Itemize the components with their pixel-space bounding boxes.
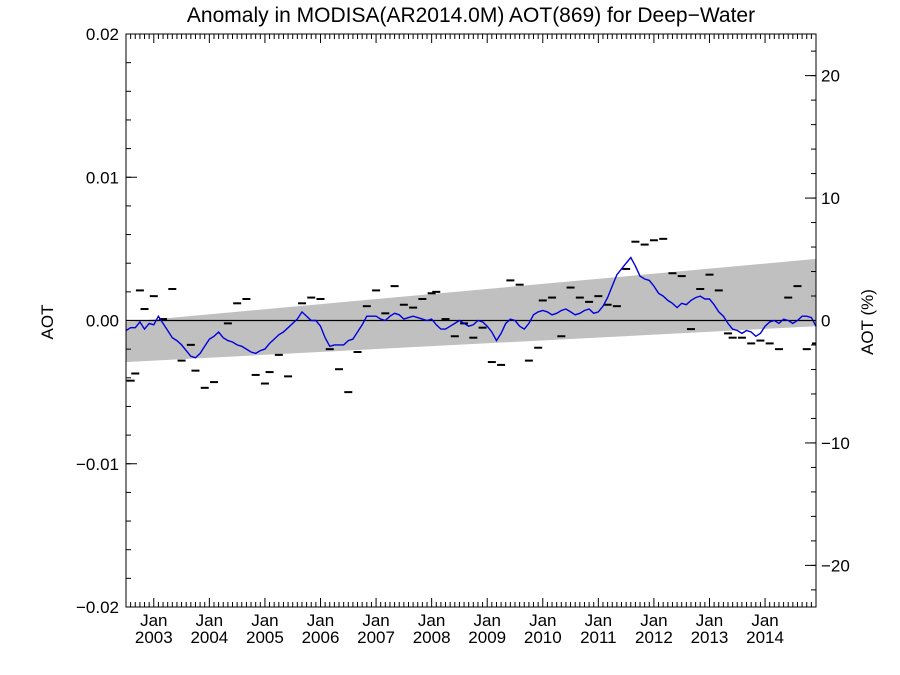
x-tick-label-year: 2013 [691, 628, 729, 647]
x-tick-label-year: 2010 [524, 628, 562, 647]
x-tick-label-year: 2008 [413, 628, 451, 647]
x-tick-label-month: Jan [196, 611, 223, 630]
x-tick-label-month: Jan [251, 611, 278, 630]
series-line [126, 256, 816, 359]
chart-title: Anomaly in MODISA(AR2014.0M) AOT(869) fo… [187, 4, 755, 27]
x-tick-label-year: 2006 [302, 628, 340, 647]
x-tick-label-month: Jan [473, 611, 500, 630]
x-tick-label-month: Jan [585, 611, 612, 630]
y-tick-label-left: −0.02 [76, 598, 119, 617]
x-tick-label-month: Jan [751, 611, 778, 630]
y-tick-label-right: 0 [821, 312, 830, 331]
x-tick-label-year: 2005 [246, 628, 284, 647]
x-tick-label-year: 2014 [746, 628, 784, 647]
plot-area [126, 237, 816, 394]
x-tick-label-month: Jan [640, 611, 667, 630]
x-tick-label-year: 2007 [357, 628, 395, 647]
y-tick-label-left: 0.00 [86, 312, 119, 331]
y-tick-label-right: 10 [821, 189, 840, 208]
x-tick-label-year: 2003 [135, 628, 173, 647]
x-tick-label-year: 2009 [468, 628, 506, 647]
x-tick-label-month: Jan [307, 611, 334, 630]
y-tick-label-left: 0.02 [86, 25, 119, 44]
x-tick-label-year: 2012 [635, 628, 673, 647]
x-tick-label-month: Jan [418, 611, 445, 630]
y-tick-label-left: −0.01 [76, 455, 119, 474]
y-tick-label-right: −10 [821, 434, 850, 453]
y-axis-label-right: AOT (%) [858, 289, 877, 355]
x-tick-label-month: Jan [529, 611, 556, 630]
x-tick-label-month: Jan [362, 611, 389, 630]
x-tick-label-month: Jan [140, 611, 167, 630]
y-tick-label-right: −20 [821, 556, 850, 575]
x-tick-label-year: 2004 [190, 628, 228, 647]
uncertainty-band [126, 258, 816, 363]
x-tick-label-month: Jan [696, 611, 723, 630]
y-tick-label-left: 0.01 [86, 168, 119, 187]
y-tick-label-right: 20 [821, 67, 840, 86]
y-axis-label-left: AOT [38, 305, 57, 340]
x-tick-label-year: 2011 [580, 628, 617, 647]
